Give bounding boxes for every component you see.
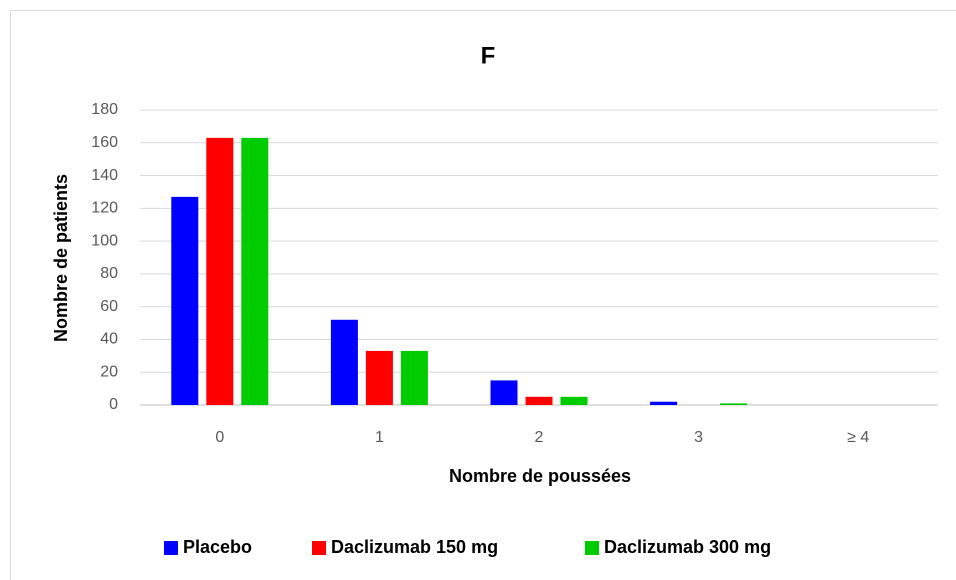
y-tick-label: 40 bbox=[100, 331, 118, 348]
y-tick-label: 80 bbox=[100, 265, 118, 282]
y-tick-label: 0 bbox=[109, 396, 118, 413]
y-tick-label: 60 bbox=[100, 298, 118, 315]
bar bbox=[490, 380, 518, 405]
bar bbox=[650, 401, 678, 405]
legend-swatch bbox=[312, 541, 326, 555]
x-tick-label: 0 bbox=[215, 429, 224, 446]
bar bbox=[241, 137, 269, 405]
legend-swatch bbox=[164, 541, 178, 555]
legend-swatch bbox=[585, 541, 599, 555]
y-tick-label: 120 bbox=[91, 200, 118, 217]
y-tick-label: 140 bbox=[91, 167, 118, 184]
x-tick-label: 1 bbox=[375, 429, 384, 446]
x-tick-label: 2 bbox=[535, 429, 544, 446]
bar bbox=[400, 350, 428, 405]
y-tick-label: 20 bbox=[100, 363, 118, 380]
chart-title: F bbox=[481, 42, 496, 69]
bar bbox=[330, 319, 358, 405]
x-tick-label: 3 bbox=[694, 429, 703, 446]
bar bbox=[525, 396, 553, 405]
x-tick-label: ≥ 4 bbox=[847, 429, 869, 446]
legend-label: Placebo bbox=[183, 537, 252, 557]
bar bbox=[365, 350, 393, 405]
bar bbox=[171, 196, 199, 405]
y-tick-label: 160 bbox=[91, 134, 118, 151]
bar bbox=[560, 396, 588, 405]
x-axis-label: Nombre de poussées bbox=[449, 466, 631, 486]
bar bbox=[206, 137, 234, 405]
y-tick-label: 180 bbox=[91, 101, 118, 118]
y-tick-label: 100 bbox=[91, 232, 118, 249]
legend-label: Daclizumab 300 mg bbox=[604, 537, 771, 557]
legend-label: Daclizumab 150 mg bbox=[331, 537, 498, 557]
bar bbox=[720, 403, 748, 405]
y-axis-label: Nombre de patients bbox=[51, 174, 71, 342]
